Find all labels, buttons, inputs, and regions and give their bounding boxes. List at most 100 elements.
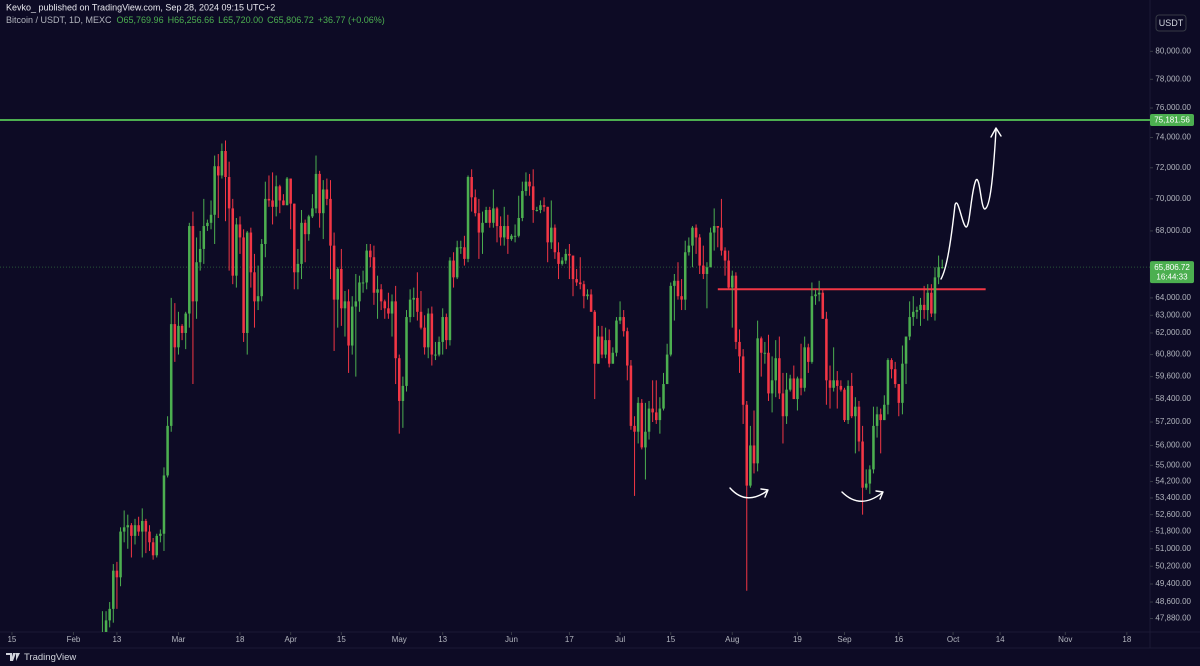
candle-body bbox=[731, 275, 734, 288]
candle-body bbox=[401, 385, 405, 401]
candle-body bbox=[130, 525, 133, 536]
forecast-arrow bbox=[940, 129, 997, 280]
candle-body bbox=[821, 292, 825, 319]
candle-body bbox=[390, 301, 394, 314]
symbol: Bitcoin / USDT, 1D, MEXC bbox=[6, 15, 112, 25]
candle-body bbox=[260, 243, 263, 297]
candle-body bbox=[104, 620, 108, 632]
candle-body bbox=[872, 425, 875, 470]
candle-body bbox=[112, 570, 115, 609]
bottom-arrow bbox=[729, 487, 768, 499]
candle-body bbox=[369, 250, 372, 258]
candle-body bbox=[383, 301, 387, 309]
candle-body bbox=[195, 262, 198, 302]
x-tick-label: 17 bbox=[565, 635, 574, 644]
x-tick-label: Jun bbox=[505, 635, 518, 644]
candle-body bbox=[405, 317, 408, 386]
candle-body bbox=[249, 232, 253, 273]
y-tick-label: 78,000.00 bbox=[1155, 74, 1191, 83]
candle-body bbox=[379, 289, 383, 302]
candle-body bbox=[774, 358, 777, 381]
candle-body bbox=[162, 475, 166, 534]
candle-body bbox=[238, 224, 242, 238]
candle-body bbox=[267, 198, 271, 201]
x-tick-label: Nov bbox=[1058, 635, 1072, 644]
candle-body bbox=[278, 186, 282, 201]
candle-body bbox=[524, 181, 528, 192]
y-tick-label: 68,000.00 bbox=[1155, 226, 1191, 235]
arrow-head bbox=[760, 488, 769, 498]
candle-body bbox=[879, 414, 882, 421]
candle-body bbox=[752, 445, 756, 464]
x-tick-label: 15 bbox=[666, 635, 675, 644]
high: H66,256.66 bbox=[168, 15, 215, 25]
y-tick-label: 53,400.00 bbox=[1155, 493, 1191, 502]
candle-body bbox=[712, 226, 716, 233]
candle-body bbox=[890, 360, 893, 370]
candle-body bbox=[206, 222, 209, 227]
candle-body bbox=[767, 352, 770, 394]
plot-area bbox=[0, 118, 1150, 632]
candle-body bbox=[115, 570, 119, 578]
candle-body bbox=[459, 247, 463, 249]
candle-body bbox=[825, 318, 828, 381]
candle-body bbox=[550, 227, 553, 243]
candle-body bbox=[445, 317, 448, 341]
candle-body bbox=[792, 378, 796, 400]
candle-body bbox=[868, 469, 872, 484]
candle-body bbox=[904, 336, 908, 364]
candle-body bbox=[940, 267, 944, 269]
candle-body bbox=[651, 408, 654, 413]
candle-body bbox=[593, 311, 596, 364]
candle-body bbox=[448, 260, 452, 341]
candle-body bbox=[474, 197, 477, 214]
y-tick-label: 70,000.00 bbox=[1155, 194, 1191, 203]
candle-body bbox=[535, 209, 539, 211]
candle-body bbox=[607, 340, 611, 364]
candle-body bbox=[455, 247, 459, 278]
candle-body bbox=[108, 608, 111, 621]
y-tick-label: 58,400.00 bbox=[1155, 394, 1191, 403]
candle-body bbox=[376, 289, 379, 293]
candle-body bbox=[140, 520, 144, 532]
candle-body bbox=[807, 347, 810, 362]
candle-body bbox=[307, 216, 311, 235]
currency-button[interactable] bbox=[1155, 14, 1187, 32]
candle-body bbox=[803, 347, 806, 388]
candle-body bbox=[169, 324, 173, 426]
x-tick-label: 16 bbox=[894, 635, 903, 644]
currency[interactable]: USDT bbox=[1159, 18, 1184, 28]
candle-body bbox=[408, 299, 412, 318]
candle-body bbox=[126, 525, 130, 528]
y-tick-label: 51,800.00 bbox=[1155, 527, 1191, 536]
candle-body bbox=[231, 208, 235, 276]
candle-body bbox=[387, 308, 390, 314]
candle-body bbox=[622, 317, 625, 332]
candle-body bbox=[177, 325, 180, 348]
candle-body bbox=[727, 260, 730, 288]
candle-body bbox=[850, 385, 853, 417]
candle-body bbox=[933, 277, 937, 314]
candle-body bbox=[539, 205, 542, 210]
candle-body bbox=[864, 483, 868, 488]
candle-body bbox=[846, 385, 850, 421]
candle-body bbox=[481, 222, 484, 233]
y-tick-label: 76,000.00 bbox=[1155, 103, 1191, 112]
candle-body bbox=[897, 384, 901, 403]
open: O65,769.96 bbox=[117, 15, 164, 25]
candle-body bbox=[517, 217, 520, 236]
candle-body bbox=[922, 304, 926, 311]
y-tick-label: 50,200.00 bbox=[1155, 561, 1191, 570]
candle-body bbox=[542, 205, 546, 207]
candle-body bbox=[644, 431, 647, 448]
candle-body bbox=[600, 336, 604, 355]
candle-body bbox=[568, 253, 571, 256]
candle-body bbox=[144, 520, 148, 532]
candle-body bbox=[502, 226, 506, 238]
x-tick-label: Mar bbox=[172, 635, 186, 644]
candle-body bbox=[629, 365, 633, 426]
candle-body bbox=[336, 268, 339, 300]
candle-body bbox=[618, 317, 622, 321]
x-tick-label: Feb bbox=[67, 635, 81, 644]
